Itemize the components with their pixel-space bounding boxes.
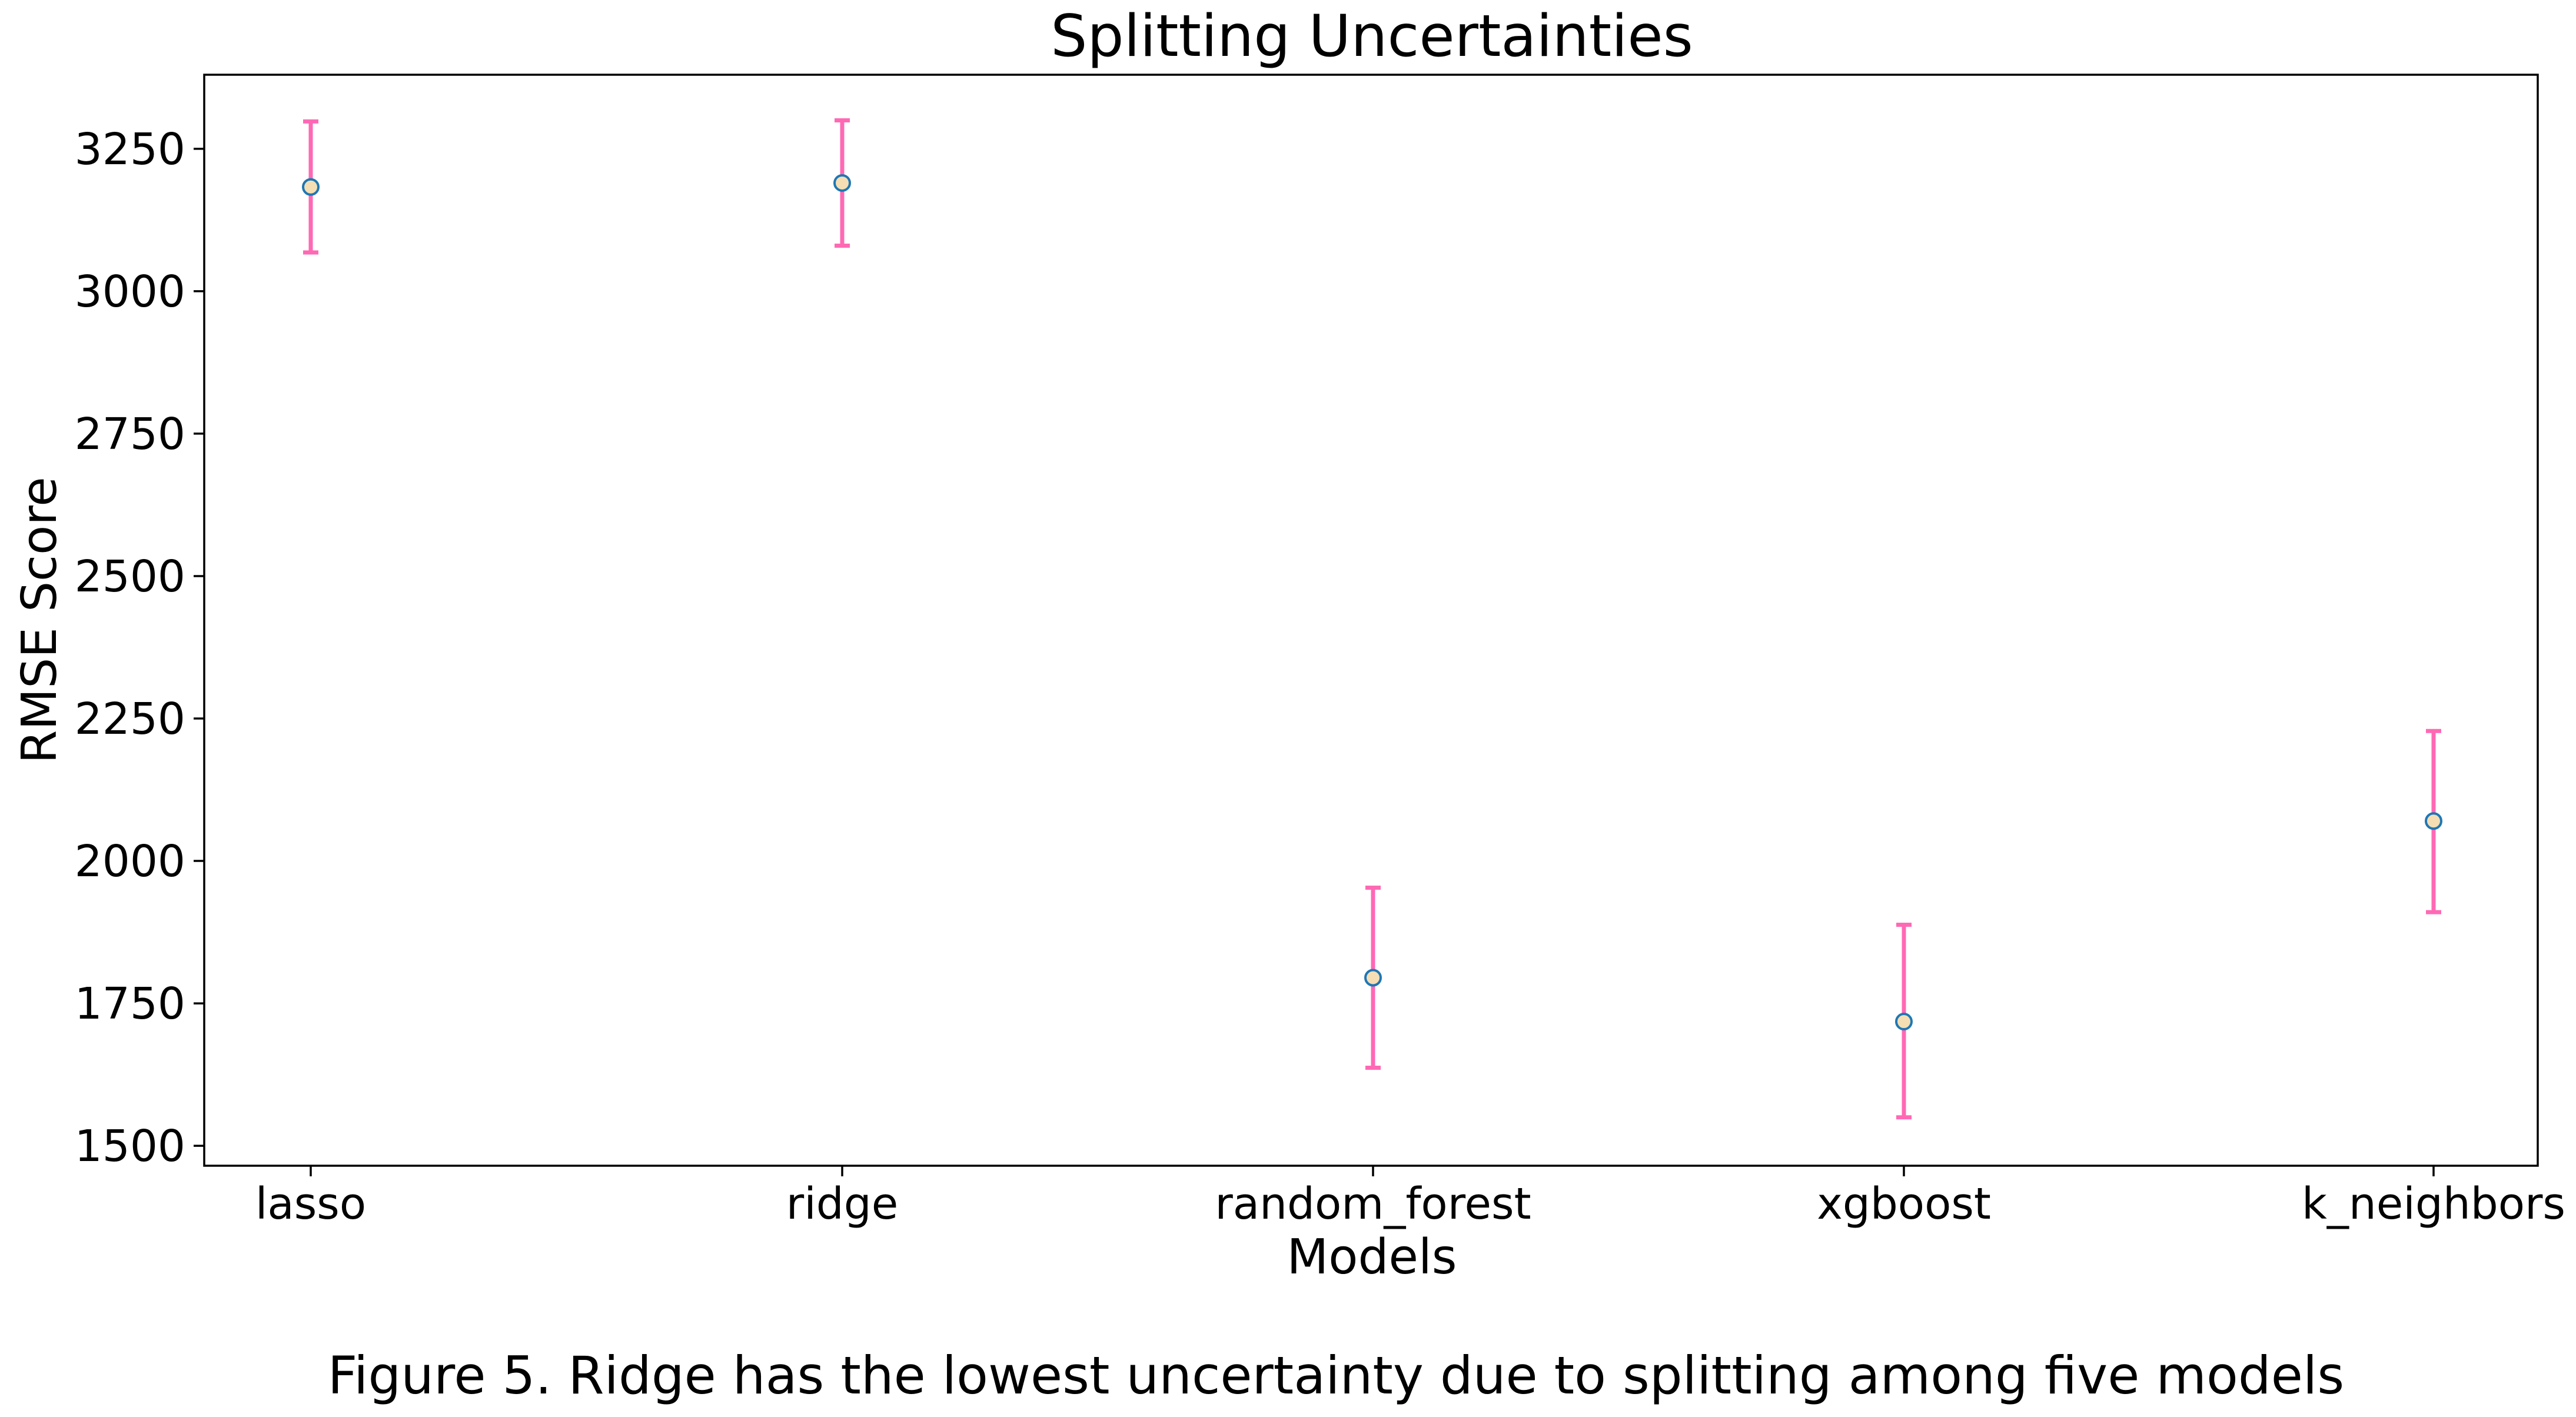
y-tick-label: 1750 — [75, 979, 185, 1029]
y-tick-label: 1500 — [75, 1121, 185, 1172]
y-axis-ticks: 1500 1750 2000 2250 2500 2750 3000 3250 — [75, 124, 204, 1172]
x-tick-label: lasso — [255, 1179, 366, 1229]
plot-frame — [203, 74, 2539, 1167]
y-tick-label: 2500 — [75, 551, 185, 602]
data-point — [302, 178, 320, 196]
data-point — [1895, 1013, 1913, 1031]
figure-caption: Figure 5. Ridge has the lowest uncertain… — [328, 1345, 2344, 1406]
data-points — [302, 174, 2442, 1031]
data-point — [1364, 969, 1382, 987]
y-tick-label: 3250 — [75, 124, 185, 175]
y-axis-label: RMSE Score — [12, 477, 68, 763]
x-axis-label: Models — [1287, 1229, 1457, 1285]
y-tick-label: 2000 — [75, 836, 185, 887]
x-axis-ticks: lasso ridge random_forest xgboost k_neighbor… — [255, 1166, 2565, 1229]
y-tick-label: 2250 — [75, 694, 185, 744]
chart-title: Splitting Uncertainties — [1051, 3, 1693, 70]
x-tick-label: ridge — [786, 1179, 898, 1229]
data-point — [2425, 812, 2442, 830]
y-tick-label: 2750 — [75, 409, 185, 460]
y-tick-label: 3000 — [75, 267, 185, 317]
x-tick-label: xgboost — [1817, 1179, 1991, 1229]
x-tick-label: random_forest — [1215, 1179, 1531, 1229]
data-point — [833, 174, 851, 192]
x-tick-label: k_neighbors — [2302, 1179, 2565, 1229]
errorbars — [303, 118, 2441, 1120]
